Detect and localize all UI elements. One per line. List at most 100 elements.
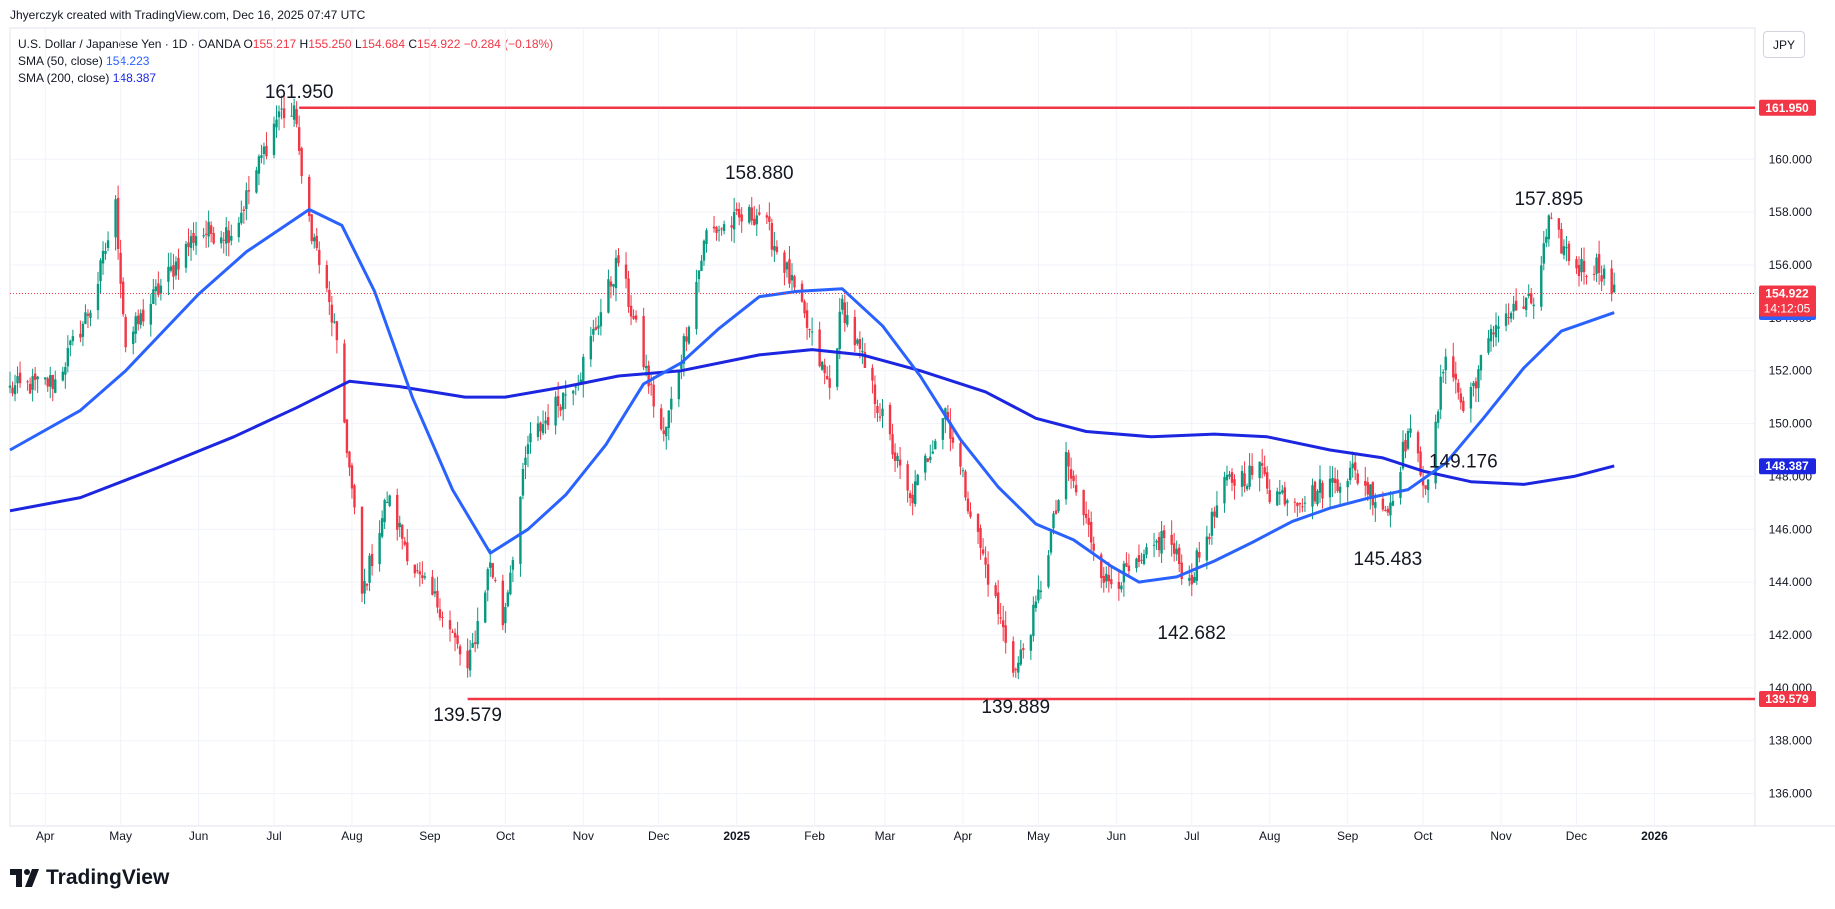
candle-body bbox=[453, 632, 457, 638]
candle-body bbox=[290, 115, 293, 117]
candle bbox=[1281, 485, 1284, 495]
candle-body bbox=[881, 408, 884, 416]
candle bbox=[702, 239, 706, 266]
candle-body bbox=[861, 350, 864, 353]
candle bbox=[1157, 532, 1161, 557]
tradingview-logo-icon bbox=[10, 869, 39, 887]
candle bbox=[51, 374, 54, 402]
candle-body bbox=[491, 563, 494, 578]
price-badge[interactable]: 148.387 bbox=[1759, 458, 1816, 475]
candle bbox=[1122, 560, 1126, 597]
candle bbox=[448, 610, 452, 642]
candle bbox=[353, 483, 356, 515]
candle-body bbox=[1328, 478, 1332, 498]
candle bbox=[929, 444, 932, 464]
sma200-line[interactable] bbox=[9, 348, 1615, 513]
candle bbox=[670, 386, 673, 423]
candle bbox=[951, 429, 955, 449]
candle-body bbox=[790, 274, 794, 281]
candle bbox=[1293, 498, 1297, 513]
candle bbox=[934, 438, 937, 450]
candle-body bbox=[541, 424, 545, 434]
candle-body bbox=[310, 214, 313, 242]
candle bbox=[614, 249, 618, 302]
candle-body bbox=[297, 127, 301, 151]
tradingview-logo[interactable]: TradingView bbox=[10, 866, 169, 890]
time-tick-label: 2026 bbox=[1641, 829, 1668, 843]
time-tick-label: Dec bbox=[1566, 829, 1587, 843]
candle bbox=[828, 365, 831, 400]
candle-body bbox=[592, 328, 595, 335]
candle bbox=[896, 452, 899, 468]
candle bbox=[330, 295, 334, 337]
candle bbox=[1125, 552, 1128, 568]
candle-body bbox=[174, 261, 178, 276]
candle bbox=[385, 491, 389, 504]
candle bbox=[964, 469, 967, 501]
candle-body bbox=[986, 564, 990, 585]
candle-body bbox=[735, 208, 738, 211]
price-annotation: 142.682 bbox=[1157, 623, 1226, 644]
candle-body bbox=[561, 392, 565, 410]
chart-credit: Jhyerczyk created with TradingView.com, … bbox=[10, 8, 366, 22]
candle-body bbox=[448, 620, 452, 630]
price-badge[interactable]: 139.579 bbox=[1759, 690, 1816, 707]
price-badge-label: 148.387 bbox=[1765, 459, 1809, 473]
candle-body bbox=[385, 502, 389, 504]
symbol-title[interactable]: U.S. Dollar / Japanese Yen · 1D · OANDA bbox=[18, 37, 241, 51]
candle-body bbox=[888, 405, 892, 435]
candle-body bbox=[614, 257, 618, 289]
candle bbox=[1087, 509, 1090, 538]
candle bbox=[1509, 311, 1513, 323]
candle bbox=[167, 252, 170, 296]
candle bbox=[1190, 563, 1193, 597]
candle bbox=[1338, 482, 1342, 506]
candle bbox=[999, 603, 1002, 624]
candle bbox=[328, 281, 331, 315]
candle bbox=[1072, 470, 1075, 489]
candle-body bbox=[1374, 502, 1377, 508]
candle-body bbox=[484, 592, 487, 623]
candle bbox=[436, 576, 439, 614]
candle bbox=[783, 250, 786, 286]
candle-body bbox=[380, 518, 384, 537]
sma50-legend-row[interactable]: SMA (50, close) 154.223 bbox=[18, 53, 553, 70]
candle bbox=[1492, 326, 1495, 348]
candle bbox=[627, 270, 630, 313]
candle-body bbox=[893, 452, 897, 461]
candle-body bbox=[1371, 482, 1375, 506]
currency-button[interactable]: JPY bbox=[1763, 31, 1805, 58]
candle-body bbox=[476, 621, 479, 645]
sma50-line[interactable] bbox=[9, 208, 1615, 584]
candle bbox=[853, 309, 857, 352]
candle-body bbox=[785, 262, 789, 270]
candle bbox=[624, 252, 628, 289]
candle-body bbox=[1047, 555, 1050, 587]
candle bbox=[1333, 467, 1337, 494]
candle bbox=[69, 339, 72, 357]
time-tick-label: Jul bbox=[1184, 829, 1199, 843]
candle-body bbox=[501, 580, 505, 626]
candle bbox=[8, 371, 12, 394]
candle-body bbox=[202, 235, 205, 237]
candle bbox=[908, 490, 912, 507]
candle-body bbox=[634, 315, 638, 320]
candle bbox=[1404, 433, 1407, 459]
price-badge[interactable]: 161.950 bbox=[1759, 99, 1816, 116]
candle bbox=[290, 102, 293, 117]
candle bbox=[881, 399, 884, 428]
candle bbox=[1354, 452, 1357, 481]
price-badge-label: 161.950 bbox=[1765, 101, 1809, 115]
candle bbox=[511, 556, 515, 583]
sma200-legend-row[interactable]: SMA (200, close) 148.387 bbox=[18, 70, 553, 87]
candle-body bbox=[908, 493, 912, 499]
candle bbox=[476, 607, 479, 649]
candle bbox=[46, 376, 49, 392]
candle-body bbox=[511, 560, 515, 570]
candle bbox=[1225, 465, 1229, 486]
candle-body bbox=[1527, 293, 1530, 297]
candle-body bbox=[1550, 217, 1553, 219]
candle-body bbox=[1366, 482, 1369, 495]
